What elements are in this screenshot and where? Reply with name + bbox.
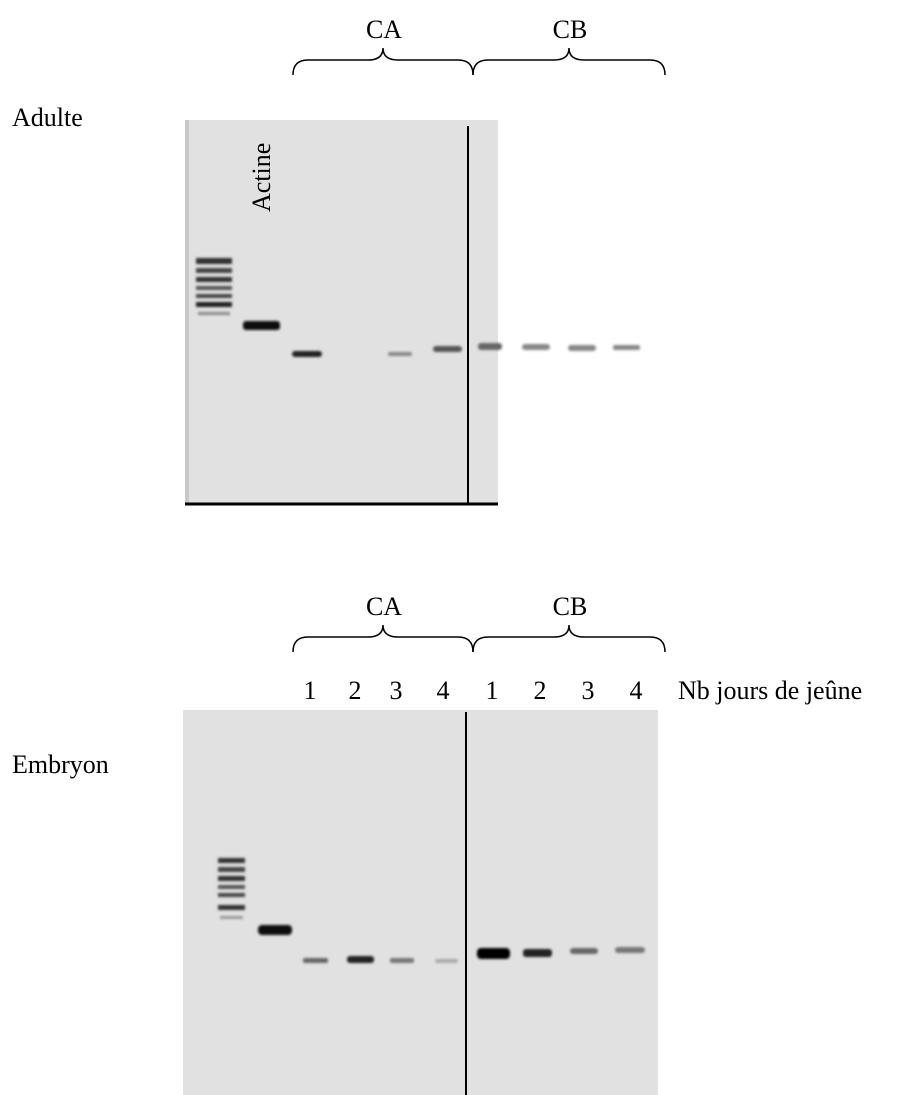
lane-number: 3: [390, 676, 403, 705]
brace: [292, 47, 474, 76]
lane-number: 2: [534, 676, 547, 705]
lane-label: Actine: [247, 143, 276, 212]
brace: [472, 47, 666, 76]
lanes-caption: Nb jours de jeûne: [678, 676, 862, 705]
gel: [185, 120, 640, 506]
lane-number: 2: [349, 676, 362, 705]
lane-number: 1: [304, 676, 317, 705]
gel: [183, 710, 658, 1095]
brace: [472, 624, 666, 653]
group-label: CA: [366, 592, 402, 621]
lane-number: 4: [437, 676, 450, 705]
lane-number: 4: [630, 676, 643, 705]
group-label: CA: [366, 15, 402, 44]
lane-number: 1: [486, 676, 499, 705]
row-label: Embryon: [12, 750, 109, 779]
brace: [292, 624, 474, 653]
lane-number: 3: [582, 676, 595, 705]
group-label: CB: [553, 592, 588, 621]
group-label: CB: [553, 15, 588, 44]
row-label: Adulte: [12, 103, 83, 132]
